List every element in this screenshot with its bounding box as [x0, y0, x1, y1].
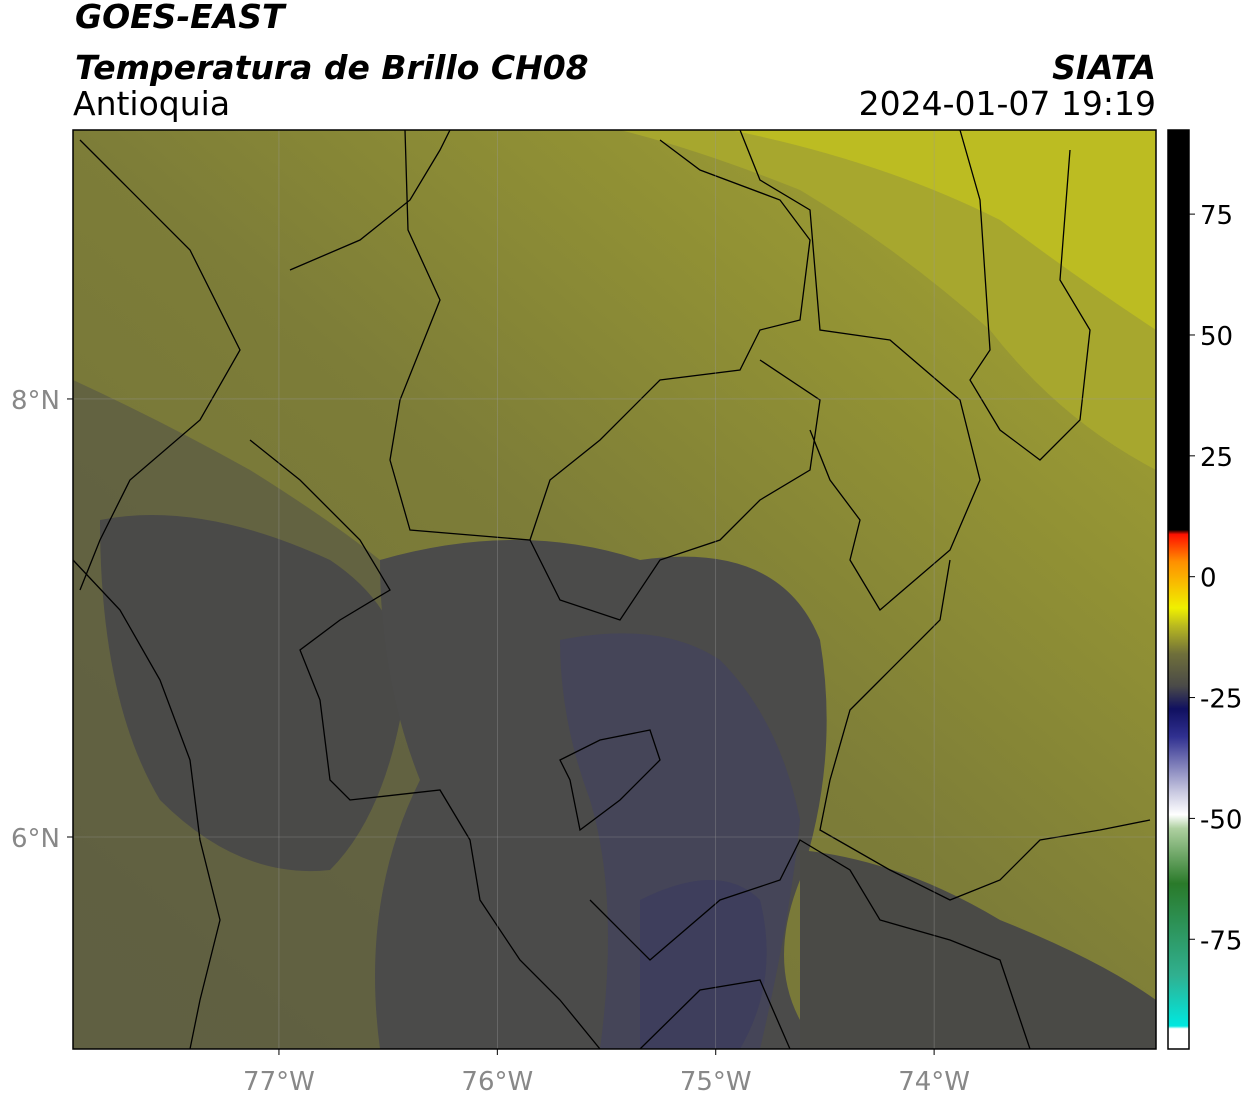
datetime-label: 2024-01-07 19:19 — [859, 84, 1156, 123]
colorbar — [1167, 129, 1190, 1050]
source-label: SIATA — [1052, 48, 1156, 87]
colorbar-tick-label: 0 — [1200, 564, 1217, 594]
lon-tick-label: 76°W — [461, 1067, 533, 1097]
product-title: Temperatura de Brillo CH08 — [75, 48, 589, 87]
map-image — [73, 130, 1156, 1049]
map-frame — [72, 129, 1157, 1050]
colorbar-tick-label: 50 — [1200, 322, 1233, 352]
grid — [67, 130, 1156, 1055]
lon-tick-label: 75°W — [680, 1067, 752, 1097]
colorbar-tick-label: 25 — [1200, 443, 1233, 473]
colorbar-tick-label: -25 — [1200, 685, 1242, 715]
colorbar-tick-label: -50 — [1200, 805, 1242, 835]
region-label: Antioquia — [73, 84, 230, 123]
colorbar-tick-label: -75 — [1200, 926, 1242, 956]
lat-tick-label: 6°N — [11, 824, 60, 854]
lon-tick-label: 77°W — [243, 1067, 315, 1097]
lat-tick-label: 8°N — [11, 386, 60, 416]
colorbar-tick-label: 75 — [1200, 201, 1233, 231]
lon-tick-label: 74°W — [898, 1067, 970, 1097]
satellite-title: GOES-EAST — [75, 0, 287, 36]
